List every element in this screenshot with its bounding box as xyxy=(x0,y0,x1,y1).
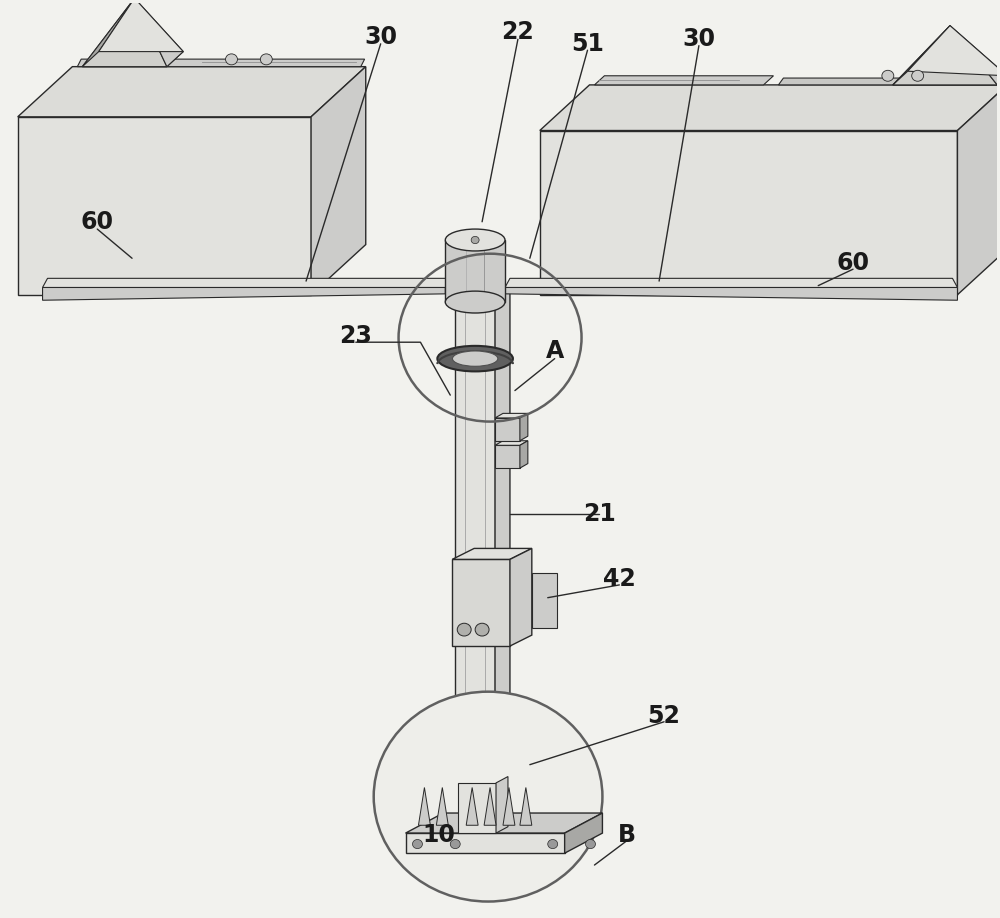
Circle shape xyxy=(471,236,479,243)
Polygon shape xyxy=(510,548,532,646)
Polygon shape xyxy=(594,76,773,84)
Circle shape xyxy=(374,691,602,901)
Polygon shape xyxy=(495,413,528,418)
Polygon shape xyxy=(466,788,478,825)
Polygon shape xyxy=(311,67,366,295)
Text: 60: 60 xyxy=(837,251,870,274)
Text: 51: 51 xyxy=(571,32,604,56)
Polygon shape xyxy=(565,813,602,853)
Polygon shape xyxy=(18,67,366,117)
Polygon shape xyxy=(505,278,957,287)
Text: 23: 23 xyxy=(339,324,372,348)
Polygon shape xyxy=(520,441,528,468)
Polygon shape xyxy=(436,788,448,825)
Text: 21: 21 xyxy=(583,502,616,526)
Ellipse shape xyxy=(445,230,505,251)
Polygon shape xyxy=(445,240,505,302)
Polygon shape xyxy=(77,59,365,67)
Ellipse shape xyxy=(445,291,505,313)
Polygon shape xyxy=(957,84,1000,295)
Polygon shape xyxy=(503,788,515,825)
Text: B: B xyxy=(618,823,636,847)
Polygon shape xyxy=(99,0,183,51)
Polygon shape xyxy=(520,788,532,825)
Polygon shape xyxy=(458,783,496,834)
Polygon shape xyxy=(135,0,183,67)
Polygon shape xyxy=(496,777,508,834)
Circle shape xyxy=(226,54,237,65)
Polygon shape xyxy=(495,418,520,441)
Circle shape xyxy=(260,54,272,65)
Polygon shape xyxy=(532,573,557,628)
Ellipse shape xyxy=(437,346,513,372)
Circle shape xyxy=(450,839,460,848)
Polygon shape xyxy=(505,287,957,300)
Circle shape xyxy=(548,839,558,848)
Text: A: A xyxy=(546,340,564,364)
Circle shape xyxy=(475,623,489,636)
Text: 10: 10 xyxy=(422,823,455,847)
Circle shape xyxy=(457,623,471,636)
Polygon shape xyxy=(495,285,510,783)
Polygon shape xyxy=(520,413,528,441)
Polygon shape xyxy=(406,834,565,853)
Polygon shape xyxy=(43,287,445,300)
Polygon shape xyxy=(540,130,957,295)
Polygon shape xyxy=(893,26,950,84)
Polygon shape xyxy=(893,26,997,84)
Circle shape xyxy=(586,839,595,848)
Polygon shape xyxy=(540,84,1000,130)
Polygon shape xyxy=(908,26,1000,76)
Circle shape xyxy=(912,71,924,82)
Polygon shape xyxy=(418,788,430,825)
Circle shape xyxy=(412,839,422,848)
Text: 22: 22 xyxy=(502,20,534,44)
Circle shape xyxy=(882,71,894,82)
Polygon shape xyxy=(455,295,495,783)
Text: 60: 60 xyxy=(81,210,114,234)
Polygon shape xyxy=(950,26,1000,84)
Polygon shape xyxy=(778,78,1000,84)
Text: 42: 42 xyxy=(603,567,636,591)
Polygon shape xyxy=(484,788,496,825)
Text: 30: 30 xyxy=(682,28,715,51)
Polygon shape xyxy=(18,117,311,295)
Text: 52: 52 xyxy=(648,704,681,728)
Polygon shape xyxy=(82,51,183,67)
Polygon shape xyxy=(82,0,167,67)
Polygon shape xyxy=(406,813,602,834)
Polygon shape xyxy=(82,0,135,67)
Polygon shape xyxy=(495,445,520,468)
Polygon shape xyxy=(495,441,528,445)
Polygon shape xyxy=(43,278,450,287)
Polygon shape xyxy=(452,559,510,646)
Ellipse shape xyxy=(452,351,498,366)
Polygon shape xyxy=(452,548,532,559)
Text: 30: 30 xyxy=(364,26,397,50)
Polygon shape xyxy=(893,72,1000,84)
